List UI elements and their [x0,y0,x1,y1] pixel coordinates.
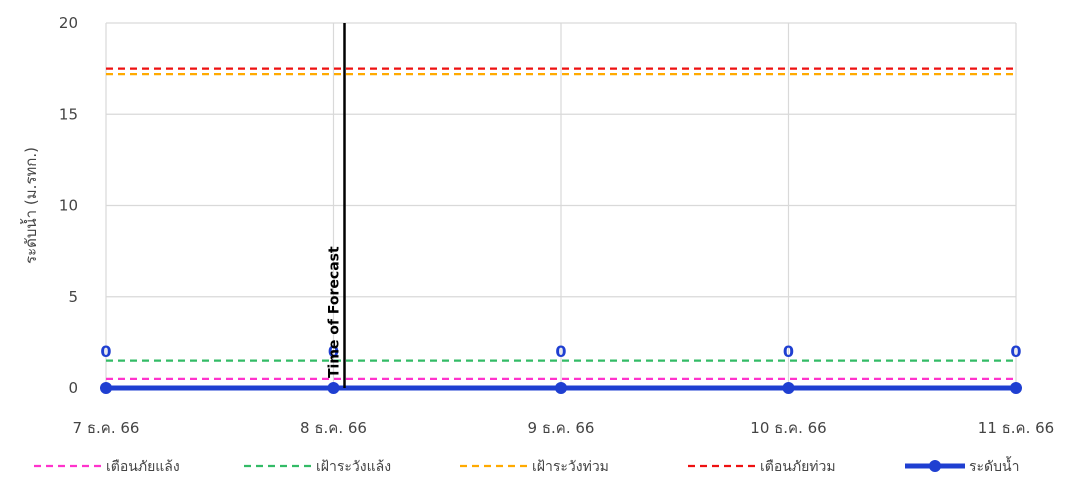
data-label: 0 [328,342,339,361]
x-tick-label: 7 ธ.ค. 66 [73,419,140,437]
data-point [100,382,112,394]
x-tick-label: 10 ธ.ค. 66 [750,419,826,437]
y-axis-title: ระดับน้ำ (ม.รทก.) [20,147,40,264]
data-point [782,382,795,394]
data-label: 0 [1010,342,1021,361]
data-point [555,382,567,394]
y-tick-label: 0 [68,379,78,397]
data-label: 0 [100,342,111,361]
legend-label-2: เฝ้าระวังท่วม [532,459,609,475]
x-tick-label: 9 ธ.ค. 66 [528,419,595,437]
x-tick-label: 8 ธ.ค. 66 [300,419,367,437]
x-tick-label: 11 ธ.ค. 66 [978,419,1054,437]
y-tick-label: 15 [59,105,78,123]
legend-label-3: เตือนภัยท่วม [760,459,836,475]
legend-label-4: ระดับน้ำ [969,456,1019,475]
data-point [1010,382,1022,394]
y-tick-label: 10 [59,197,78,215]
legend-marker [929,460,941,472]
data-label: 0 [555,342,566,361]
y-tick-label: 5 [68,288,78,306]
data-label: 0 [783,342,794,361]
legend-label-1: เฝ้าระวังแล้ง [316,459,391,475]
forecast-label: Time of Forecast [327,246,343,378]
legend-label-0: เตือนภัยแล้ง [106,459,180,475]
data-point [327,382,340,394]
y-tick-label: 20 [59,14,78,32]
